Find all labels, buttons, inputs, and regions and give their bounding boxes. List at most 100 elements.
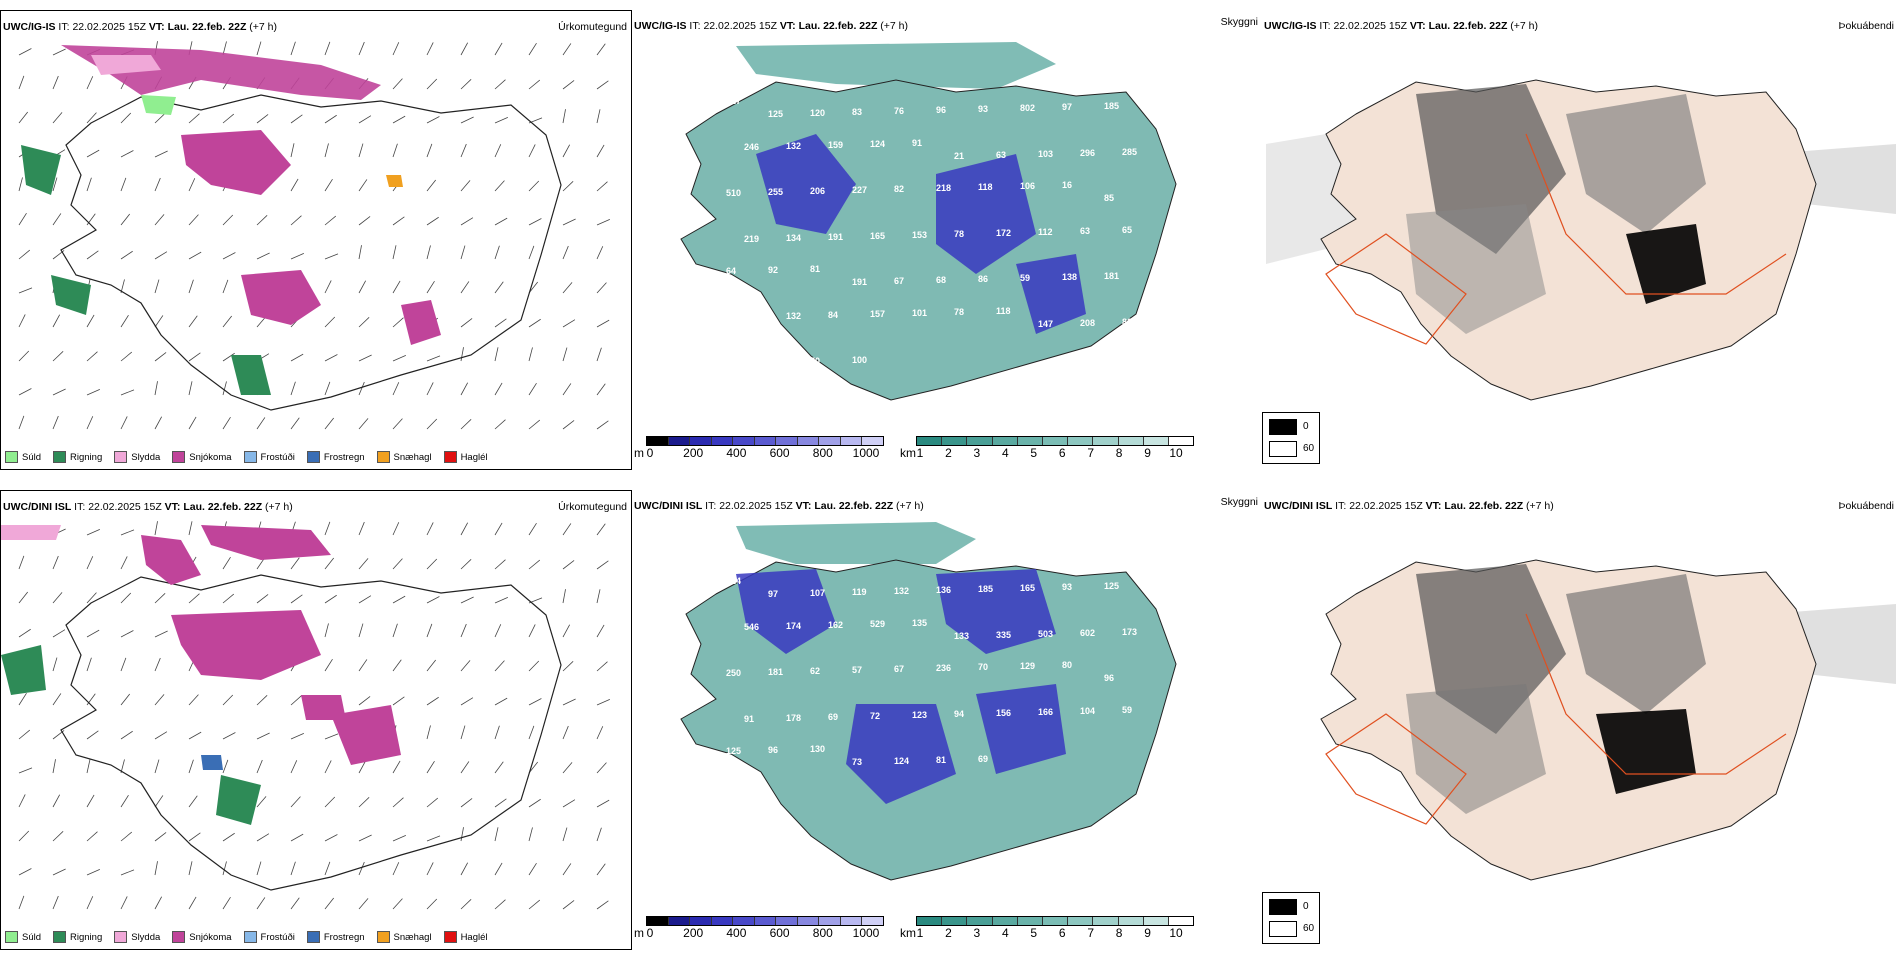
wind-barb [290, 594, 303, 604]
wind-barb [392, 115, 406, 124]
colorbar-tick: 200 [683, 926, 704, 940]
colorbar-tick: 4 [1001, 926, 1009, 940]
wind-barb [562, 282, 573, 294]
cloud-base-label: 503 [1038, 629, 1053, 639]
roads [1525, 613, 1787, 775]
wind-barb [494, 761, 504, 774]
wind-barb [392, 898, 403, 910]
cloud-base-label: 107 [810, 588, 825, 598]
cloud-base-label: 112 [1038, 227, 1053, 237]
precip-map [1, 521, 610, 910]
cloud-base-label: 124 [894, 756, 909, 766]
wind-barb [494, 347, 499, 362]
colorbar-swatch [647, 437, 669, 445]
wind-barb [290, 760, 298, 774]
wind-barb [562, 218, 576, 226]
wind-barb [562, 319, 576, 328]
cloud-base-label: 181 [768, 667, 783, 677]
wind-barb [596, 420, 609, 430]
wind-barb [596, 219, 610, 226]
cloud-base-label: 76 [894, 106, 904, 116]
wind-barb [52, 555, 59, 570]
colorbar-swatch [862, 437, 884, 445]
wind-barb [358, 179, 368, 192]
visibility-unit: km [900, 926, 916, 940]
wind-barb [86, 556, 94, 570]
colorbar-tick: 400 [726, 446, 747, 460]
colorbar-swatch [992, 917, 1018, 925]
colorbar-tick: 3 [973, 926, 981, 940]
vt-label: VT: [148, 21, 165, 33]
wind-barb [86, 250, 99, 260]
wind-barb [460, 419, 472, 430]
it-label: IT: [1335, 500, 1347, 512]
wind-barb [188, 896, 197, 910]
cloud-visibility-panel: UWC/DINI ISL IT: 22.02.2025 15Z VT: Lau.… [632, 490, 1260, 950]
colorbar-swatch [862, 917, 884, 925]
wind-barb [562, 109, 566, 124]
lead-time: (+7 h) [249, 21, 278, 33]
it-label: IT: [74, 501, 86, 513]
fog-map [1320, 559, 1896, 881]
model-name: UWC/DINI ISL [634, 500, 703, 512]
colorbar-swatch [1068, 917, 1094, 925]
cloud-base-label: 296 [1080, 148, 1095, 158]
wind-barb [358, 898, 369, 910]
cloud-base-label: 96 [768, 745, 778, 755]
wind-barb [358, 760, 367, 774]
cloud-base-label: 157 [870, 309, 885, 319]
colorbar-tick: 400 [726, 926, 747, 940]
wind-barb [392, 355, 406, 362]
wind-barb [52, 48, 66, 56]
wind-barb [494, 180, 505, 192]
wind-barb [18, 212, 27, 226]
wind-barb [154, 416, 163, 430]
fog-legend: 0 60 [1262, 412, 1320, 464]
fog-index-area [1566, 574, 1706, 714]
colorbar-swatch [797, 917, 820, 925]
wind-barb [188, 832, 201, 842]
wind-barb [290, 733, 304, 740]
cloud-base-label: 97 [1062, 102, 1072, 112]
cloud-base-label: 125 [1104, 581, 1119, 591]
wind-barb [562, 827, 568, 842]
wind-barb [18, 388, 32, 396]
colorbar-swatch [690, 437, 712, 445]
wind-barb [494, 117, 508, 124]
cloud-base-label: 165 [1020, 583, 1035, 593]
wind-barb [324, 253, 339, 260]
cloud-base-label: 91 [744, 714, 754, 724]
wind-barb [460, 862, 469, 876]
wind-barb [562, 383, 572, 396]
wind-barb [426, 216, 439, 226]
vt-label: VT: [164, 501, 181, 513]
colorbar-swatch [917, 437, 943, 445]
fog-legend-swatch [1269, 899, 1297, 915]
wind-barb [18, 895, 25, 910]
wind-barb [392, 522, 400, 536]
visibility-area [736, 522, 976, 564]
wind-barb [494, 559, 506, 570]
wind-barb [256, 759, 263, 774]
wind-barb [52, 415, 59, 430]
wind-barb [86, 831, 98, 842]
panel-title: UWC/IG-IS IT: 22.02.2025 15Z VT: Lau. 22… [1264, 20, 1538, 32]
cloud-base-label: 172 [996, 228, 1011, 238]
wind-barb [494, 79, 506, 90]
wind-barb [358, 834, 372, 842]
visibility-colorbar: km 1 2 3 4 5 6 7 8 9 10 [900, 916, 1200, 950]
wind-barb [18, 868, 32, 876]
cloud-base-labels: 124 97 107 119 132 136 185 165 93 125 546 174 162 529… [726, 576, 1137, 767]
wind-barbs [18, 41, 610, 430]
cloud-base-label: 227 [852, 185, 867, 195]
legend-swatch [306, 451, 320, 463]
wind-barb [86, 592, 97, 604]
wind-barb [290, 114, 303, 124]
wind-barb [460, 42, 469, 56]
wind-barb [562, 799, 576, 808]
wind-barb [222, 41, 227, 56]
colorbar-tick: 1 [916, 926, 924, 940]
wind-barb [596, 827, 602, 842]
wind-barb [494, 660, 505, 672]
cloud-base-label: 69 [978, 754, 988, 764]
